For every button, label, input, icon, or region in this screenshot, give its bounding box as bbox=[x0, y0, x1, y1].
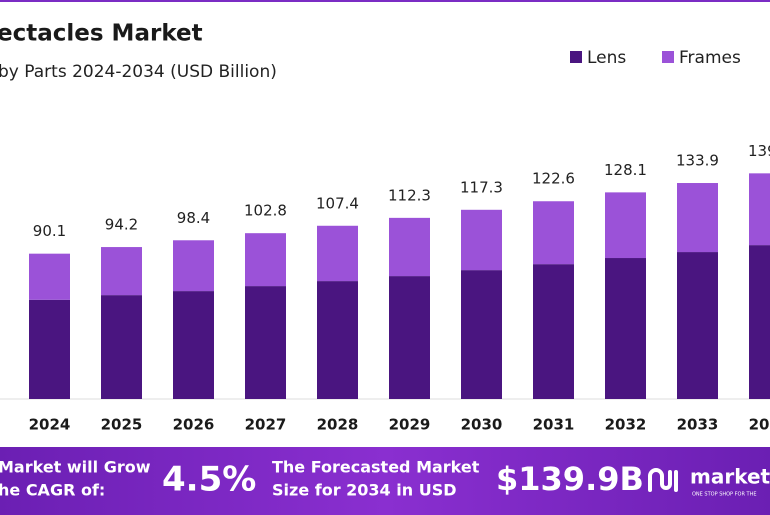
logo-text: market bbox=[690, 465, 770, 489]
x-tick-label: 2033 bbox=[677, 416, 719, 434]
total-label: 122.6 bbox=[532, 170, 575, 188]
bar-segment bbox=[605, 192, 646, 259]
total-label: 117.3 bbox=[460, 178, 503, 196]
bar-segment bbox=[749, 245, 770, 399]
bar-segment bbox=[677, 183, 718, 253]
legend-swatch bbox=[570, 51, 582, 63]
chart-subtitle: by Parts 2024-2034 (USD Billion) bbox=[0, 62, 277, 82]
bar-segment bbox=[389, 276, 430, 399]
banner bbox=[0, 447, 770, 515]
total-label: 139.9 bbox=[748, 142, 770, 160]
x-tick-label: 2024 bbox=[29, 416, 71, 434]
banner-text: Market will Grow bbox=[0, 458, 151, 477]
bar-segment bbox=[461, 270, 502, 399]
bar-segment bbox=[605, 258, 646, 399]
bar-segment bbox=[245, 233, 286, 287]
logo-tagline: ONE STOP SHOP FOR THE bbox=[692, 492, 757, 498]
total-label: 128.1 bbox=[604, 161, 647, 179]
banner-text: he CAGR of: bbox=[0, 481, 105, 500]
logo-icon bbox=[648, 468, 678, 492]
bar-segment bbox=[389, 217, 430, 277]
total-label: 107.4 bbox=[316, 194, 359, 212]
x-tick-label: 2031 bbox=[533, 416, 575, 434]
bar-segment bbox=[533, 201, 574, 265]
bar-segment bbox=[317, 225, 358, 282]
total-label: 94.2 bbox=[105, 216, 138, 234]
legend-label: Frames bbox=[679, 48, 741, 68]
bar-segment bbox=[245, 286, 286, 399]
total-label: 102.8 bbox=[244, 202, 287, 220]
bar-segment bbox=[749, 173, 770, 246]
legend-label: Lens bbox=[587, 48, 626, 68]
x-tick-label: 2028 bbox=[317, 416, 359, 434]
x-tick-label: 2026 bbox=[173, 416, 215, 434]
x-tick-label: 2027 bbox=[245, 416, 287, 434]
legend-swatch bbox=[662, 51, 674, 63]
x-tick-label: 2030 bbox=[461, 416, 503, 434]
x-tick-label: 2025 bbox=[101, 416, 143, 434]
banner-value: $139.9B bbox=[496, 460, 644, 498]
bar-segment bbox=[29, 299, 70, 399]
bar-segment bbox=[461, 209, 502, 271]
banner-text: The Forecasted Market bbox=[272, 458, 480, 477]
bar-segment bbox=[677, 252, 718, 399]
bar-segment bbox=[173, 291, 214, 399]
x-tick-label: 2032 bbox=[605, 416, 647, 434]
total-label: 133.9 bbox=[676, 152, 719, 170]
bar-segment bbox=[317, 281, 358, 399]
banner-value: 4.5% bbox=[162, 460, 256, 500]
banner-text: Size for 2034 in USD bbox=[272, 481, 457, 500]
bar-segment bbox=[29, 253, 70, 300]
x-tick-label: 2029 bbox=[389, 416, 431, 434]
total-label: 90.1 bbox=[33, 222, 66, 240]
bar-segment bbox=[101, 295, 142, 399]
total-label: 112.3 bbox=[388, 186, 431, 204]
chart-title: ectacles Market bbox=[0, 21, 203, 47]
total-label: 98.4 bbox=[177, 209, 210, 227]
top-border bbox=[0, 0, 770, 2]
bar-segment bbox=[173, 240, 214, 292]
bar-segment bbox=[533, 264, 574, 399]
x-tick-label: 2034 bbox=[749, 416, 770, 434]
bar-segment bbox=[101, 247, 142, 296]
